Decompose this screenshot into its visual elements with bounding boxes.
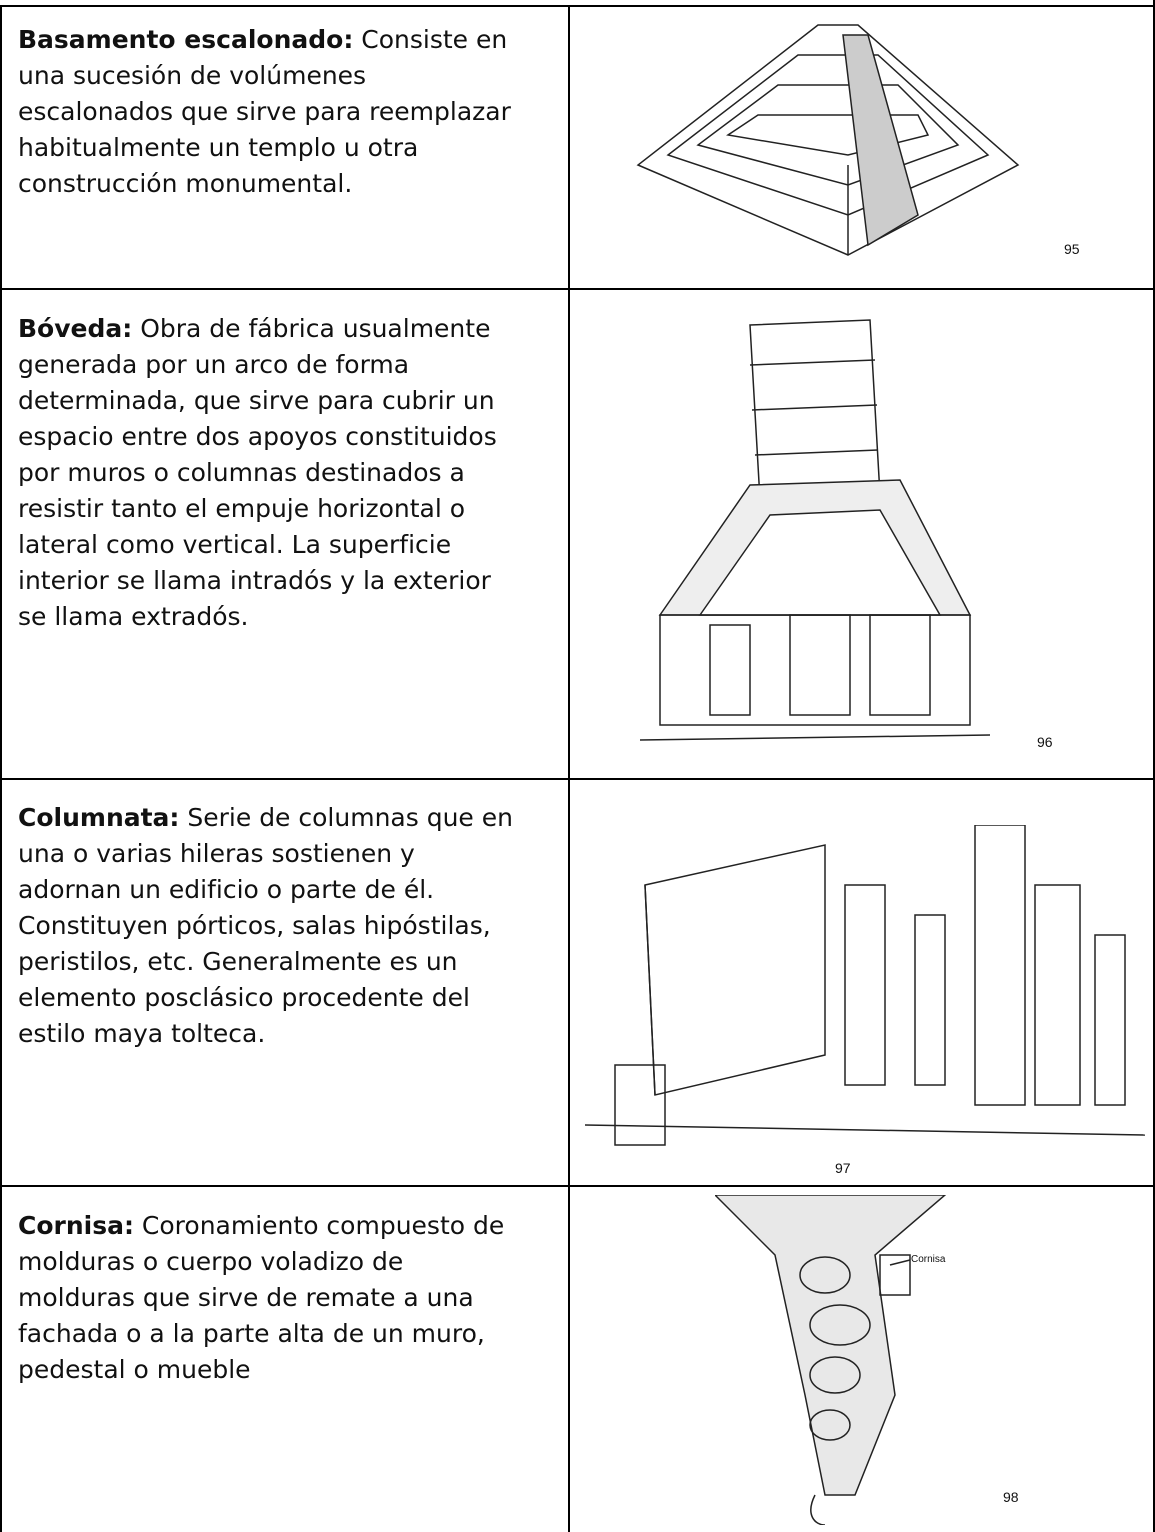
sketch-stroke <box>810 1494 826 1525</box>
illustration <box>715 1195 947 1525</box>
sketch-stroke <box>644 844 826 1096</box>
definition: Bóveda: Obra de fábrica usualmente gener… <box>18 311 518 635</box>
sketch-stroke <box>789 614 851 716</box>
sketch-stroke <box>869 614 931 716</box>
sketch-stroke <box>715 1195 947 1496</box>
row-border <box>0 288 1155 290</box>
sketch-stroke <box>1034 884 1081 1106</box>
sketch-stroke <box>585 1124 1145 1136</box>
term: Bóveda: <box>18 314 133 343</box>
definition-text: Coronamiento compuesto de molduras o cue… <box>18 1211 505 1384</box>
term: Basamento escalonado: <box>18 25 354 54</box>
sketch-stroke <box>889 1259 911 1266</box>
sketch-stroke <box>636 24 1020 256</box>
sketch-stroke <box>844 884 886 1086</box>
definition: Cornisa: Coronamiento compuesto de moldu… <box>18 1208 518 1388</box>
table-border <box>0 5 2 1532</box>
definition-text: Consiste en una sucesión de volúmenes es… <box>18 25 511 198</box>
sketch-stroke <box>659 614 971 726</box>
column-border <box>568 5 570 1532</box>
sketch-stroke <box>751 404 878 411</box>
row-border <box>0 778 1155 780</box>
term: Cornisa: <box>18 1211 134 1240</box>
definition: Basamento escalonado: Consiste en una su… <box>18 22 518 202</box>
sketch-stroke <box>799 1256 851 1294</box>
term: Columnata: <box>18 803 180 832</box>
sketch-stroke <box>809 1356 861 1394</box>
illustration <box>585 825 1145 1146</box>
sketch-stroke <box>1094 934 1126 1106</box>
sketch-stroke <box>614 1064 666 1146</box>
table-border <box>0 5 1155 7</box>
sketch-stroke <box>754 449 879 456</box>
sketch-stroke <box>696 84 960 186</box>
illustration <box>636 24 1020 256</box>
sketch-stroke <box>749 359 876 366</box>
definition-text: Obra de fábrica usualmente generada por … <box>18 314 497 631</box>
definition-text: Serie de columnas que en una o varias hi… <box>18 803 513 1048</box>
figure-number: 97 <box>835 1160 851 1176</box>
sketch-stroke <box>974 825 1026 1106</box>
illustration <box>640 319 991 741</box>
figure-number: 95 <box>1064 241 1080 257</box>
row-border <box>0 1185 1155 1187</box>
sketch-stroke <box>666 54 990 216</box>
figure-label: Cornisa <box>911 1254 946 1265</box>
sketch-stroke <box>640 734 991 741</box>
sketch-stroke <box>914 914 946 1086</box>
sketch-stroke <box>809 1409 851 1441</box>
definition: Columnata: Serie de columnas que en una … <box>18 800 518 1052</box>
figure-number: 96 <box>1037 734 1053 750</box>
figure-number: 98 <box>1003 1489 1019 1505</box>
sketch-stroke <box>709 624 751 716</box>
sketch-stroke <box>842 34 919 247</box>
table-border <box>1153 0 1155 1532</box>
sketch-stroke <box>879 1254 911 1296</box>
sketch-stroke <box>809 1304 871 1346</box>
sketch-stroke <box>644 884 656 1096</box>
